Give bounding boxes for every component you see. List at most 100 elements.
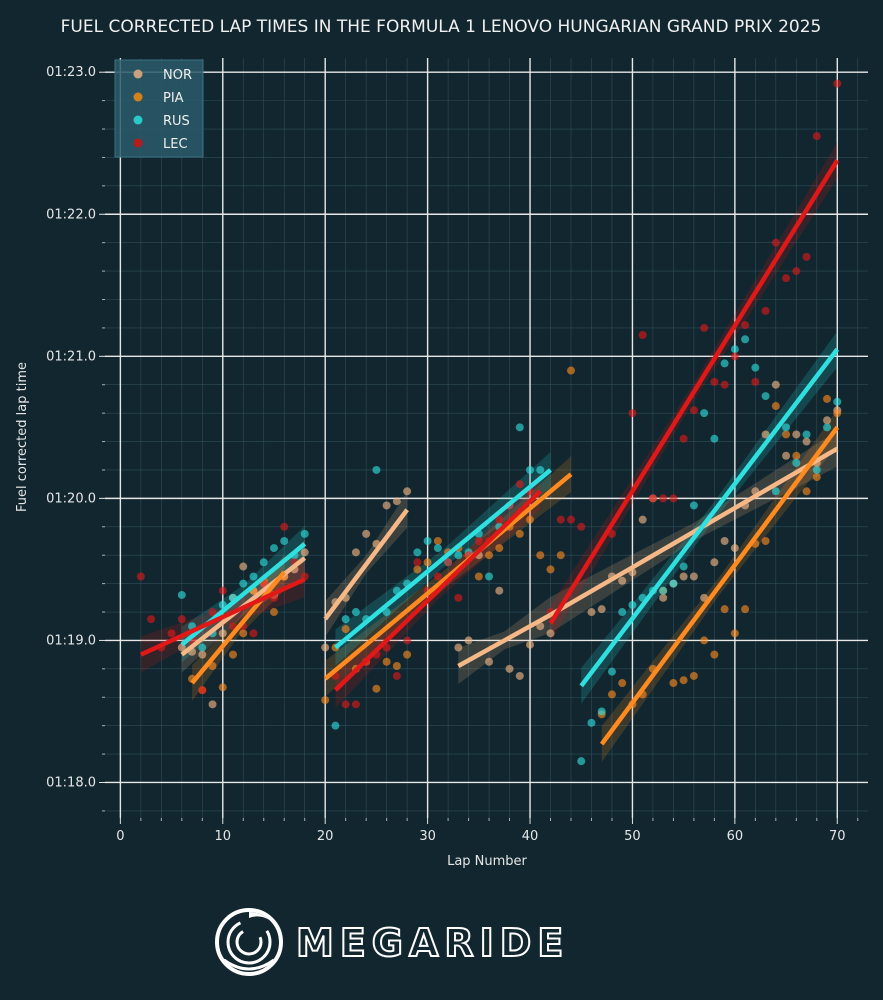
trend-line-pia xyxy=(323,472,573,681)
point-lec xyxy=(720,380,729,389)
point-lec xyxy=(679,434,688,443)
point-rus xyxy=(730,345,739,354)
point-nor xyxy=(208,700,217,709)
point-pia xyxy=(546,565,555,574)
point-lec xyxy=(280,522,289,531)
point-rus xyxy=(515,423,524,432)
point-rus xyxy=(577,757,586,766)
point-rus xyxy=(259,558,268,567)
legend-label-nor: NOR xyxy=(163,68,192,83)
point-nor xyxy=(526,640,535,649)
point-lec xyxy=(812,132,821,141)
point-lec xyxy=(556,515,565,524)
point-nor xyxy=(587,608,596,617)
point-nor xyxy=(659,593,668,602)
point-nor xyxy=(730,544,739,553)
point-lec xyxy=(771,238,780,247)
point-nor xyxy=(321,643,330,652)
point-nor xyxy=(505,664,514,673)
point-pia xyxy=(607,690,616,699)
trend-line-pia xyxy=(190,570,286,685)
point-pia xyxy=(792,451,801,460)
point-rus xyxy=(741,335,750,344)
point-rus xyxy=(536,465,545,474)
point-rus xyxy=(669,579,678,588)
trend-line-nor xyxy=(323,508,409,621)
point-nor xyxy=(382,501,391,510)
point-lec xyxy=(638,331,647,340)
legend: NOR PIA RUS LEC xyxy=(114,59,204,158)
point-nor xyxy=(771,380,780,389)
point-rus xyxy=(485,572,494,581)
point-lec xyxy=(198,686,207,695)
point-pia xyxy=(382,657,391,666)
point-rus xyxy=(239,579,248,588)
point-pia xyxy=(536,551,545,560)
point-nor xyxy=(700,593,709,602)
x-tick-label: 50 xyxy=(624,829,641,844)
point-rus xyxy=(198,643,207,652)
point-nor xyxy=(454,643,463,652)
point-lec xyxy=(710,377,719,386)
point-rus xyxy=(679,562,688,571)
point-lec xyxy=(218,586,227,595)
trend-line-rus xyxy=(334,468,552,650)
y-tick-label: 01:19.0 xyxy=(46,633,96,648)
point-lec xyxy=(392,671,401,680)
point-lec xyxy=(454,593,463,602)
point-rus xyxy=(280,536,289,545)
point-rus xyxy=(628,600,637,609)
point-nor xyxy=(495,586,504,595)
point-pia xyxy=(269,608,278,617)
point-pia xyxy=(495,544,504,553)
x-tick-label: 0 xyxy=(116,829,124,844)
point-lec xyxy=(751,377,760,386)
point-pia xyxy=(669,679,678,688)
point-rus xyxy=(372,465,381,474)
point-nor xyxy=(198,650,207,659)
point-lec xyxy=(782,274,791,283)
point-rus xyxy=(331,721,340,730)
point-pia xyxy=(403,650,412,659)
point-pia xyxy=(515,529,524,538)
point-pia xyxy=(239,629,248,638)
x-tick-label: 70 xyxy=(829,829,846,844)
point-rus xyxy=(341,615,350,624)
legend-marker-rus xyxy=(133,115,143,125)
point-rus xyxy=(710,434,719,443)
point-lec xyxy=(177,615,186,624)
point-rus xyxy=(177,590,186,599)
point-rus xyxy=(720,359,729,368)
x-tick-label: 10 xyxy=(215,829,232,844)
point-pia xyxy=(566,366,575,375)
point-rus xyxy=(761,392,770,401)
point-lec xyxy=(403,636,412,645)
y-tick-label: 01:20.0 xyxy=(46,491,96,506)
point-nor xyxy=(362,529,371,538)
point-pia xyxy=(413,565,422,574)
trend-line-lec xyxy=(548,159,840,625)
point-nor xyxy=(792,430,801,439)
point-nor xyxy=(597,605,606,614)
point-nor xyxy=(392,497,401,506)
point-lec xyxy=(802,252,811,261)
point-nor xyxy=(802,437,811,446)
trend-line-pia xyxy=(599,426,840,746)
point-rus xyxy=(413,548,422,557)
y-tick-label: 01:21.0 xyxy=(46,349,96,364)
point-pia xyxy=(321,696,330,705)
point-rus xyxy=(269,544,278,553)
point-nor xyxy=(638,515,647,524)
point-lec xyxy=(700,323,709,332)
point-rus xyxy=(618,608,627,617)
point-pia xyxy=(526,515,535,524)
point-rus xyxy=(802,430,811,439)
trend-line-nor xyxy=(457,612,552,668)
point-rus xyxy=(597,707,606,716)
point-nor xyxy=(351,548,360,557)
legend-items: NOR PIA RUS LEC xyxy=(133,68,192,152)
point-nor xyxy=(403,487,412,496)
point-lec xyxy=(495,515,504,524)
point-rus xyxy=(689,501,698,510)
